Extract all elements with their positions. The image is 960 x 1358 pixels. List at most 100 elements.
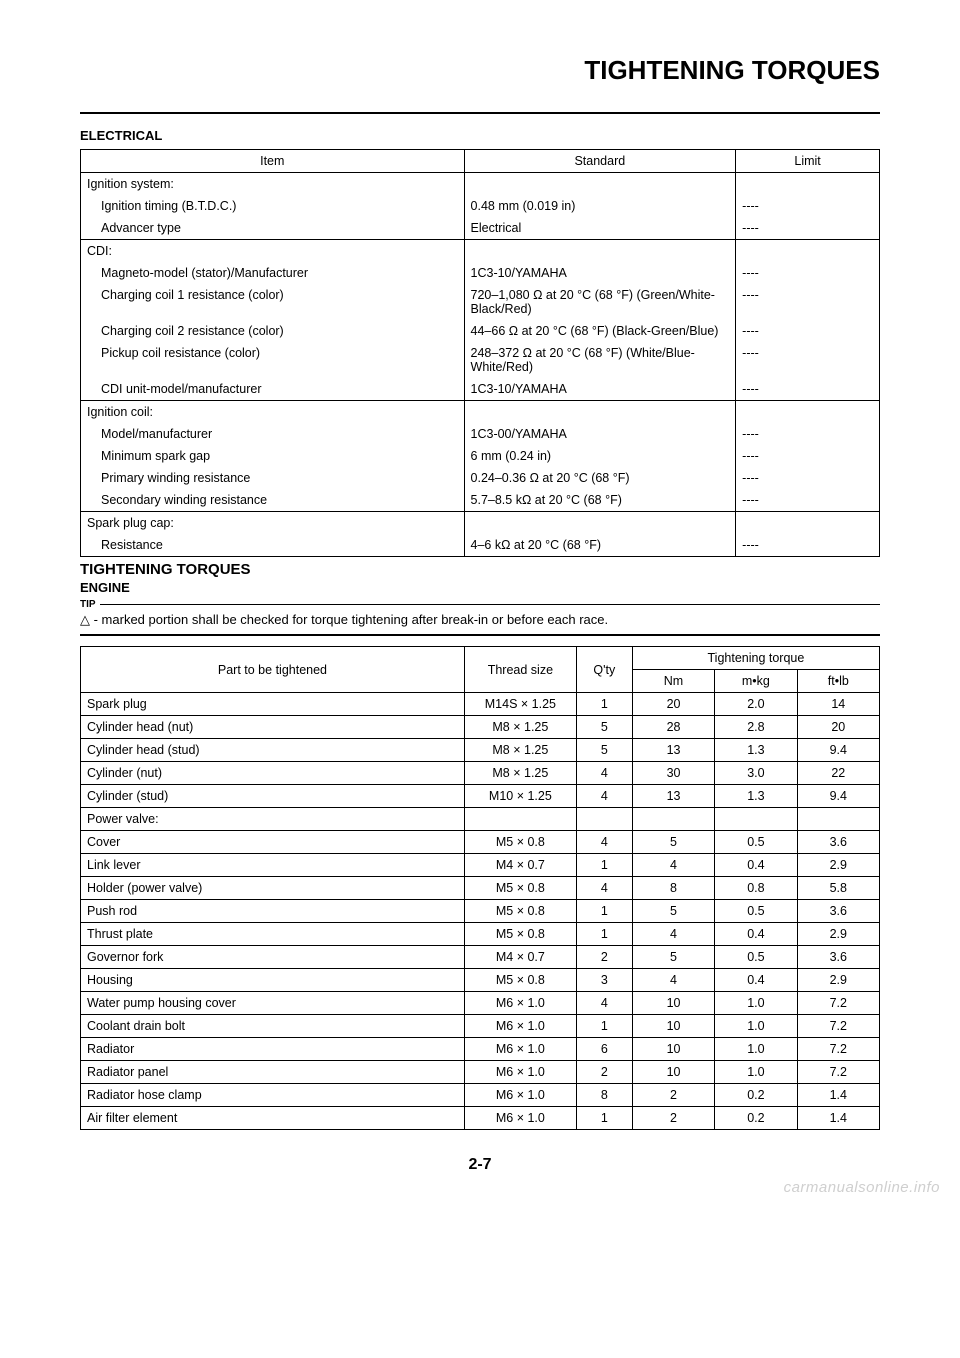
table-row: Ignition timing (B.T.D.C.)0.48 mm (0.019… [81,195,880,217]
ftlb-cell: 1.4 [797,1084,879,1107]
nm-cell: 10 [632,1061,714,1084]
nm-cell: 8 [632,877,714,900]
nm-cell: 4 [632,969,714,992]
thread-cell: M5 × 0.8 [464,969,576,992]
table-row: HousingM5 × 0.8340.42.9 [81,969,880,992]
table-row: Model/manufacturer1C3-00/YAMAHA---- [81,423,880,445]
table-header-row: Item Standard Limit [81,150,880,173]
nm-cell: 20 [632,693,714,716]
thread-cell: M6 × 1.0 [464,1061,576,1084]
item-cell: Model/manufacturer [81,423,465,445]
mkg-cell: 0.4 [715,854,797,877]
ftlb-cell: 2.9 [797,854,879,877]
ftlb-cell: 7.2 [797,1061,879,1084]
tip-text: △ - marked portion shall be checked for … [80,612,880,628]
table-row: Water pump housing coverM6 × 1.04101.07.… [81,992,880,1015]
part-cell: Radiator [81,1038,465,1061]
standard-cell: 248–372 Ω at 20 °C (68 °F) (White/Blue-W… [464,342,736,378]
thread-cell: M5 × 0.8 [464,831,576,854]
table-row: Air filter elementM6 × 1.0120.21.4 [81,1107,880,1130]
watermark: carmanualsonline.info [784,1179,940,1196]
group-header: Ignition coil: [81,401,465,424]
mkg-cell: 2.8 [715,716,797,739]
ftlb-cell: 7.2 [797,1038,879,1061]
mkg-cell: 1.0 [715,1038,797,1061]
table-header-row: Part to be tightened Thread size Q'ty Ti… [81,647,880,670]
col-thread: Thread size [464,647,576,693]
part-cell: Cylinder head (nut) [81,716,465,739]
ftlb-cell [797,808,879,831]
mkg-cell: 0.2 [715,1107,797,1130]
table-row: Ignition system: [81,173,880,196]
standard-cell: Electrical [464,217,736,240]
table-row: CDI: [81,240,880,263]
ftlb-cell: 14 [797,693,879,716]
qty-cell: 4 [576,762,632,785]
qty-cell: 1 [576,900,632,923]
tip-label: TIP [80,599,100,610]
table-row: CDI unit-model/manufacturer1C3-10/YAMAHA… [81,378,880,401]
table-row: Spark plugM14S × 1.251202.014 [81,693,880,716]
qty-cell: 1 [576,1015,632,1038]
nm-cell: 10 [632,1015,714,1038]
standard-cell: 1C3-10/YAMAHA [464,378,736,401]
table-row: Push rodM5 × 0.8150.53.6 [81,900,880,923]
standard-cell: 1C3-00/YAMAHA [464,423,736,445]
table-row: Minimum spark gap6 mm (0.24 in)---- [81,445,880,467]
nm-cell: 13 [632,739,714,762]
nm-cell: 10 [632,992,714,1015]
qty-cell: 4 [576,785,632,808]
limit-cell: ---- [736,378,880,401]
ftlb-cell: 2.9 [797,923,879,946]
mkg-cell: 1.0 [715,1015,797,1038]
table-row: Charging coil 1 resistance (color)720–1,… [81,284,880,320]
part-cell: Power valve: [81,808,465,831]
nm-cell: 2 [632,1084,714,1107]
ftlb-cell: 5.8 [797,877,879,900]
ftlb-cell: 2.9 [797,969,879,992]
tip-end-rule [80,634,880,636]
part-cell: Holder (power valve) [81,877,465,900]
group-header: Ignition system: [81,173,465,196]
item-cell: Primary winding resistance [81,467,465,489]
nm-cell: 30 [632,762,714,785]
col-part: Part to be tightened [81,647,465,693]
mkg-cell: 0.5 [715,900,797,923]
standard-cell: 0.24–0.36 Ω at 20 °C (68 °F) [464,467,736,489]
qty-cell: 1 [576,693,632,716]
item-cell: Charging coil 1 resistance (color) [81,284,465,320]
part-cell: Radiator hose clamp [81,1084,465,1107]
table-row: Primary winding resistance0.24–0.36 Ω at… [81,467,880,489]
thread-cell: M10 × 1.25 [464,785,576,808]
standard-cell: 44–66 Ω at 20 °C (68 °F) (Black-Green/Bl… [464,320,736,342]
qty-cell: 4 [576,992,632,1015]
thread-cell: M8 × 1.25 [464,739,576,762]
mkg-cell: 1.0 [715,992,797,1015]
item-cell: Minimum spark gap [81,445,465,467]
standard-cell: 0.48 mm (0.019 in) [464,195,736,217]
mkg-cell: 1.3 [715,785,797,808]
thread-cell: M6 × 1.0 [464,1038,576,1061]
col-torque-group: Tightening torque [632,647,879,670]
thread-cell: M6 × 1.0 [464,1084,576,1107]
qty-cell [576,808,632,831]
standard-cell: 1C3-10/YAMAHA [464,262,736,284]
part-cell: Cylinder head (stud) [81,739,465,762]
electrical-table: Item Standard Limit Ignition system:Igni… [80,149,880,557]
col-mkg: m•kg [715,670,797,693]
table-row: Pickup coil resistance (color)248–372 Ω … [81,342,880,378]
qty-cell: 4 [576,831,632,854]
table-row: Radiator hose clampM6 × 1.0820.21.4 [81,1084,880,1107]
nm-cell: 10 [632,1038,714,1061]
part-cell: Spark plug [81,693,465,716]
thread-cell: M8 × 1.25 [464,716,576,739]
torque-table: Part to be tightened Thread size Q'ty Ti… [80,646,880,1130]
table-row: Ignition coil: [81,401,880,424]
torques-heading: TIGHTENING TORQUES [80,561,880,578]
table-row: Spark plug cap: [81,512,880,535]
nm-cell: 5 [632,946,714,969]
limit-cell: ---- [736,320,880,342]
qty-cell: 1 [576,854,632,877]
limit-cell: ---- [736,262,880,284]
group-header: Spark plug cap: [81,512,465,535]
